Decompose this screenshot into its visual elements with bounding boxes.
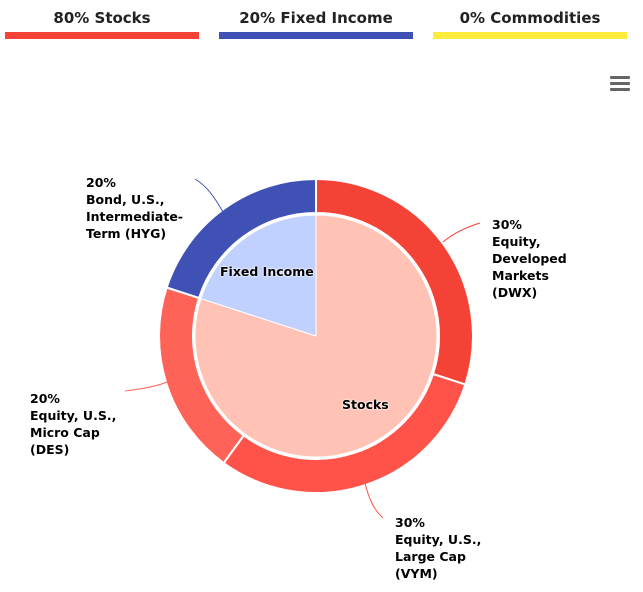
legend-bar-commodities	[433, 32, 627, 39]
data-label-dwx: 30% Equity, Developed Markets (DWX)	[492, 217, 567, 300]
chart-legend: 80% Stocks 20% Fixed Income 0% Commoditi…	[0, 0, 643, 40]
connector-des	[124, 381, 168, 392]
legend-bar-stocks	[5, 32, 199, 39]
legend-bar-fixed-income	[219, 32, 413, 39]
inner-label-fixed-income: Fixed Income	[220, 264, 314, 279]
data-label-des: 20% Equity, U.S., Micro Cap (DES)	[30, 391, 117, 457]
legend-label-stocks: 80% Stocks	[53, 9, 151, 27]
legend-item-fixed-income[interactable]: 20% Fixed Income	[219, 8, 413, 39]
connector-dwx	[442, 222, 481, 243]
data-label-vym: 30% Equity, U.S., Large Cap (VYM)	[395, 515, 482, 581]
legend-label-fixed-income: 20% Fixed Income	[239, 9, 393, 27]
legend-item-stocks[interactable]: 80% Stocks	[5, 8, 199, 39]
legend-label-commodities: 0% Commodities	[459, 9, 601, 27]
connector-vym	[364, 482, 384, 519]
connector-hyg	[194, 178, 224, 213]
data-label-hyg: 20% Bond, U.S., Intermediate- Term (HYG)	[86, 175, 183, 241]
hamburger-menu-icon[interactable]	[608, 74, 632, 94]
outer-slice-hyg[interactable]	[165, 177, 317, 300]
legend-item-commodities[interactable]: 0% Commodities	[433, 8, 627, 39]
inner-slice-fixed-income[interactable]	[200, 214, 317, 337]
inner-label-stocks: Stocks	[342, 397, 389, 412]
